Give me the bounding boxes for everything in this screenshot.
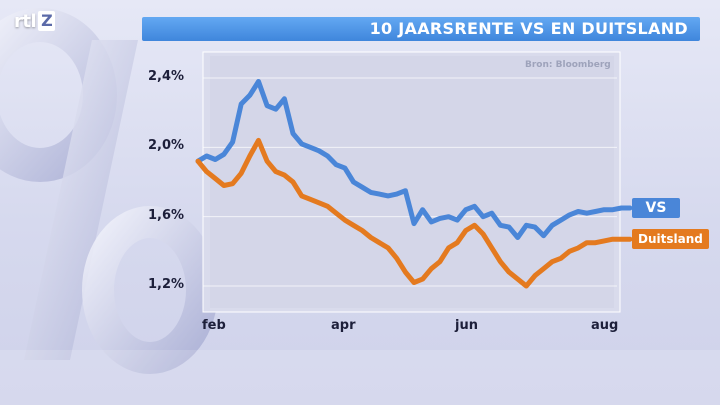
series-line-duitsland xyxy=(195,137,633,289)
series-line-vs xyxy=(195,79,633,240)
title-bar: 10 JAARSRENTE VS EN DUITSLAND xyxy=(142,17,700,41)
y-tick-label: 1,6% xyxy=(148,207,185,223)
source-text: Bron: Bloomberg xyxy=(525,60,611,70)
rtl-logo: rtl Z xyxy=(14,10,56,32)
percent-circle-bottom xyxy=(82,206,218,374)
series-label-duitsland: Duitsland xyxy=(632,229,709,250)
plot-inner-fill xyxy=(210,56,614,308)
y-tick-label: 2,4% xyxy=(148,69,185,84)
logo-prefix: rtl xyxy=(14,10,37,32)
y-tick-label: 1,2% xyxy=(148,277,185,292)
x-tick-label: jun xyxy=(455,318,478,333)
y-tick-label: 2,0% xyxy=(148,138,185,154)
series-layer xyxy=(195,79,633,289)
logo-box: Z xyxy=(38,11,56,31)
x-tick-label: feb xyxy=(202,318,226,333)
percent-slash xyxy=(24,40,138,360)
series-label-vs: VS xyxy=(632,198,680,218)
x-tick-label: apr xyxy=(331,318,356,333)
x-tick-label: aug xyxy=(591,318,619,333)
chart-title: 10 JAARSRENTE VS EN DUITSLAND xyxy=(369,19,688,38)
